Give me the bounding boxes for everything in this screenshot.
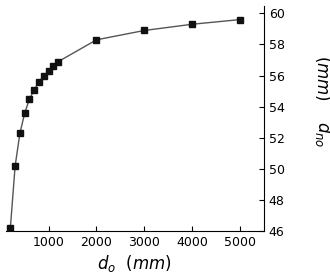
Text: $(mm)$: $(mm)$	[314, 55, 330, 101]
Text: $d_{no}$: $d_{no}$	[313, 121, 330, 148]
X-axis label: $d_o$  $(mm)$: $d_o$ $(mm)$	[97, 253, 172, 274]
